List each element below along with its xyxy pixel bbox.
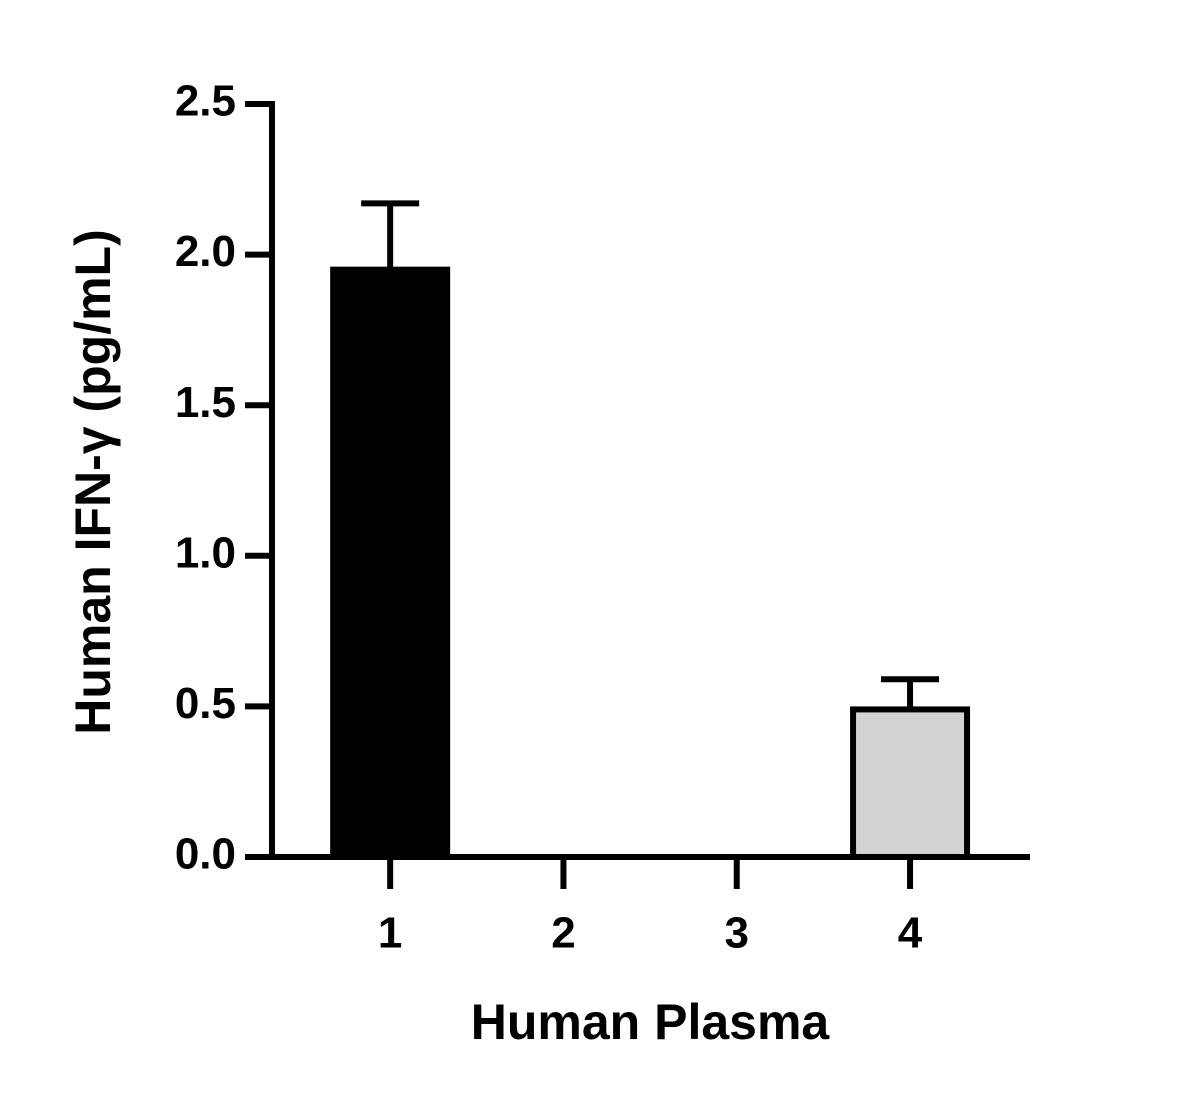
y-tick-label: 2.0 [175, 227, 236, 276]
y-tick-label: 1.5 [175, 378, 236, 427]
y-axis-title: Human IFN-γ (pg/mL) [65, 229, 121, 735]
bar [330, 266, 451, 861]
x-axis-title: Human Plasma [471, 994, 831, 1050]
x-tick-label: 1 [378, 909, 402, 958]
y-tick-label: 1.0 [175, 528, 236, 577]
x-tick-label: 3 [725, 909, 749, 958]
bar [850, 706, 971, 860]
y-tick-label: 0.0 [175, 830, 236, 879]
y-tick-label: 0.5 [175, 679, 236, 728]
x-tick-label: 4 [898, 909, 923, 958]
y-tick-label: 2.5 [175, 77, 236, 126]
x-tick-label: 2 [551, 909, 575, 958]
